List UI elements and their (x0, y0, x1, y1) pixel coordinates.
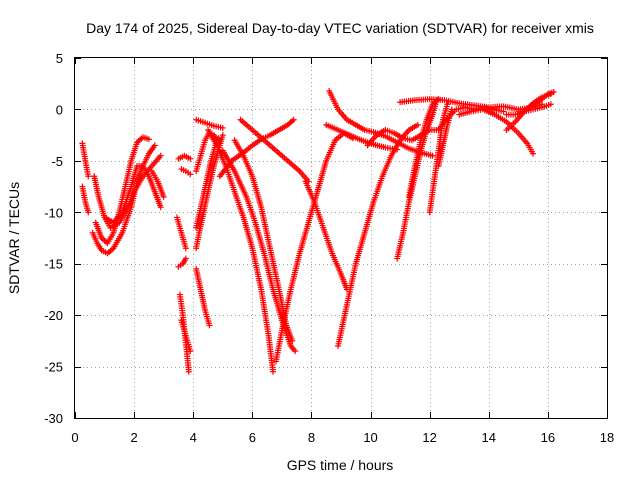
y-tick-label: -15 (44, 257, 63, 272)
y-tick-label: 5 (56, 51, 63, 66)
series-track-21 (219, 147, 299, 355)
series-track-5 (92, 134, 152, 247)
series-track-1 (79, 140, 92, 180)
x-tick-label: 16 (541, 430, 555, 445)
plot-frame (74, 57, 608, 419)
series-track-38 (503, 101, 554, 118)
series-track-13 (178, 317, 194, 355)
data-point (151, 142, 158, 149)
data-point (414, 121, 421, 128)
y-tick-label: -10 (44, 205, 63, 220)
y-axis-label: SDTVAR / TECUs (6, 182, 22, 294)
data-point (444, 101, 451, 108)
data-point (550, 88, 557, 95)
series-track-6 (101, 163, 164, 226)
data-point (530, 150, 537, 157)
x-tick-label: 6 (249, 430, 256, 445)
data-point (145, 136, 152, 143)
data-point (182, 255, 189, 262)
series-track-31 (405, 96, 442, 200)
series-track-4 (89, 142, 158, 257)
data-point (187, 171, 194, 178)
y-tick-label: -5 (51, 154, 63, 169)
data-point (429, 152, 436, 159)
series-track-7 (148, 168, 167, 200)
series-track-36 (456, 106, 537, 157)
data-point (289, 337, 296, 344)
x-tick-label: 8 (308, 430, 315, 445)
data-point (160, 193, 167, 200)
series-track-23 (237, 116, 312, 185)
data-point (547, 101, 554, 108)
data-point (185, 368, 192, 375)
series-track-24 (272, 130, 356, 365)
data-point (182, 245, 189, 252)
data-point (270, 368, 277, 375)
series-track-10 (173, 214, 189, 252)
x-axis-ticks: 0 2 4 6 8 10 12 14 16 18 (71, 58, 614, 445)
data-point (157, 152, 164, 159)
series-track-28 (335, 121, 421, 349)
series-track-25 (302, 178, 350, 293)
series-track-22 (231, 137, 296, 344)
chart-title: Day 174 of 2025, Sidereal Day-to-day VTE… (86, 20, 594, 36)
series-track-2 (79, 183, 92, 216)
data-point (219, 124, 226, 131)
y-tick-label: -25 (44, 360, 63, 375)
x-tick-label: 2 (130, 430, 137, 445)
data-point (85, 209, 92, 216)
x-tick-label: 0 (71, 430, 78, 445)
y-tick-label: 0 (56, 102, 63, 117)
data-point (187, 348, 194, 355)
data-point (219, 132, 226, 139)
y-tick-label: -30 (44, 411, 63, 426)
data-point (206, 322, 213, 329)
series-track-11 (175, 255, 189, 270)
series-track-18 (193, 116, 226, 131)
data-point (500, 108, 507, 115)
data-point (187, 155, 194, 162)
x-tick-label: 10 (363, 430, 377, 445)
data-point (292, 348, 299, 355)
data-points (79, 87, 557, 375)
x-tick-label: 4 (190, 430, 197, 445)
x-tick-label: 12 (422, 430, 436, 445)
data-point (290, 116, 297, 123)
series-track-14 (193, 265, 213, 329)
y-tick-label: -20 (44, 308, 63, 323)
data-point (85, 173, 92, 180)
data-point (157, 204, 164, 211)
x-axis-label: GPS time / hours (287, 457, 394, 473)
y-axis-ticks: 5 0 -5 -10 -15 -20 -25 -30 (44, 51, 607, 426)
series-track-8 (175, 152, 194, 162)
x-tick-label: 18 (600, 430, 614, 445)
series-track-9 (178, 166, 194, 178)
x-tick-label: 14 (482, 430, 496, 445)
series-track-39 (527, 88, 557, 110)
